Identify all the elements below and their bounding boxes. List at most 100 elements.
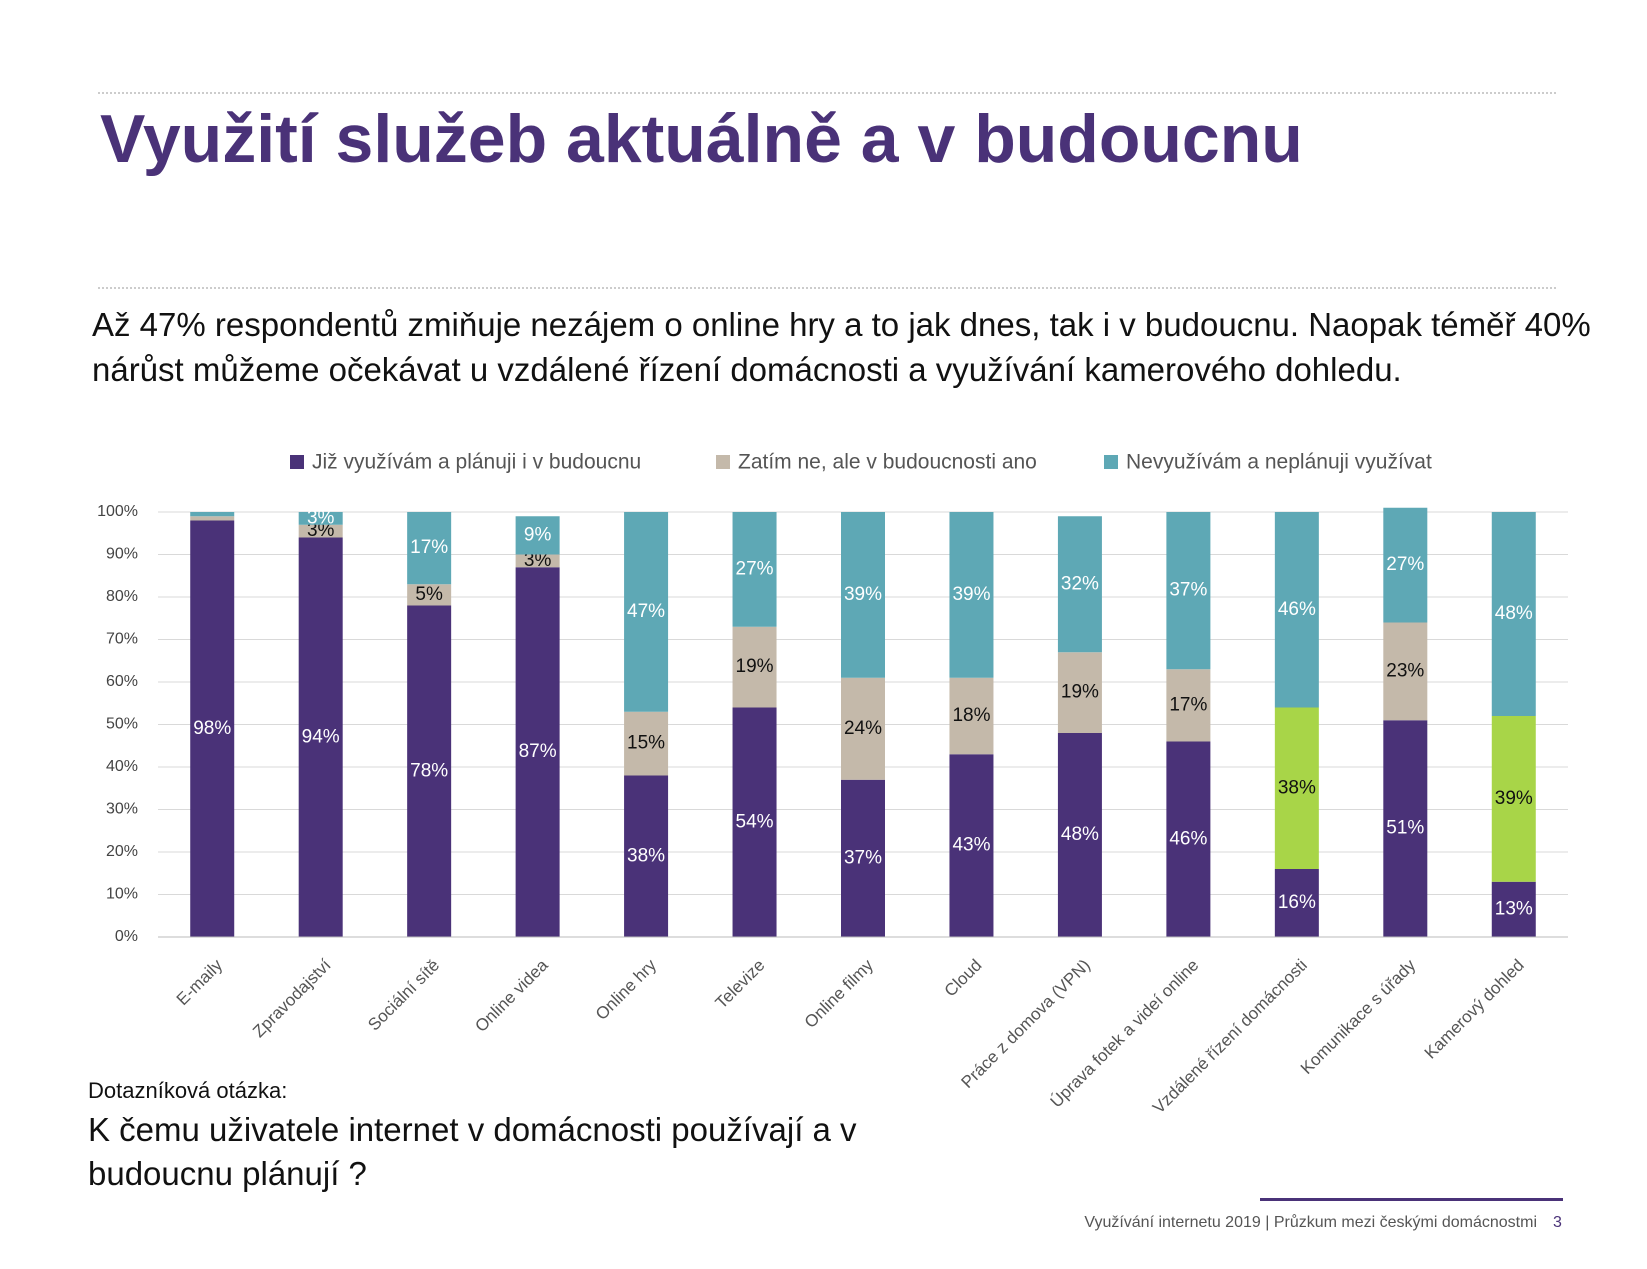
y-tick-label: 60%	[106, 673, 138, 690]
y-tick-label: 90%	[106, 546, 138, 563]
x-tick-label: Kamerový dohled	[1421, 956, 1528, 1063]
legend-swatch	[1104, 455, 1118, 469]
divider	[98, 92, 1556, 94]
bar-segment	[515, 554, 560, 568]
question-label: Dotazníková otázka:	[88, 1078, 288, 1103]
y-tick-label: 50%	[106, 716, 138, 733]
data-label: 3%	[307, 520, 335, 541]
x-tick-label: Online videa	[471, 955, 552, 1036]
data-label: 43%	[952, 835, 990, 856]
data-label: 54%	[736, 811, 774, 832]
data-label: 87%	[519, 741, 557, 762]
legend-swatch	[716, 455, 730, 469]
data-label: 19%	[736, 656, 774, 677]
data-label: 78%	[410, 760, 448, 781]
bar-segment	[190, 520, 235, 937]
bar-segment	[1491, 881, 1536, 937]
bar-segment	[1274, 512, 1319, 708]
bar-segment	[515, 516, 560, 555]
x-tick-label: Komunikace s úřady	[1297, 955, 1420, 1078]
data-label: 3%	[524, 550, 552, 571]
data-label: 39%	[844, 584, 882, 605]
slide-title: Využití služeb aktuálně a v budoucnu	[100, 101, 1303, 177]
legend-label: Nevyužívám a neplánuji využívat	[1126, 451, 1432, 474]
subtitle: Až 47% respondentů zmiňuje nezájem o onl…	[92, 306, 1591, 388]
bar-segment	[841, 512, 885, 678]
x-tick-label: Online hry	[592, 955, 661, 1024]
data-label: 39%	[952, 584, 990, 605]
bar-segment	[732, 707, 777, 937]
bar-segment	[949, 677, 994, 755]
bar-segment	[841, 677, 885, 780]
bar-segment	[1383, 507, 1428, 623]
bar-segment	[1383, 622, 1428, 721]
data-label: 37%	[844, 847, 882, 868]
x-tick-label: Sociální sítě	[364, 956, 443, 1035]
legend-label: Zatím ne, ale v budoucnosti ano	[738, 451, 1037, 474]
data-label: 18%	[952, 705, 990, 726]
data-label: 17%	[1169, 694, 1207, 715]
legend-swatch	[290, 455, 304, 469]
data-label: 32%	[1061, 573, 1099, 594]
data-label: 39%	[1495, 788, 1533, 809]
bar-segment	[949, 754, 994, 937]
data-label: 27%	[1386, 554, 1424, 575]
bar-segment	[1166, 741, 1211, 937]
y-tick-label: 10%	[106, 886, 138, 903]
footer: Využívání internetu 2019 | Průzkum mezi …	[1084, 1214, 1537, 1231]
bar-segment	[298, 524, 343, 538]
y-tick-label: 80%	[106, 588, 138, 605]
x-tick-label: E-maily	[173, 955, 227, 1009]
x-tick-label: Zpravodajství	[249, 955, 335, 1041]
data-label: 9%	[524, 524, 552, 545]
y-tick-label: 70%	[106, 631, 138, 648]
data-label: 3%	[307, 507, 335, 528]
bar-segment	[1057, 733, 1102, 937]
legend-label: Již využívám a plánuji i v budoucnu	[312, 451, 641, 474]
bar-segment	[1057, 516, 1102, 653]
bar-segment	[190, 512, 235, 517]
data-label: 48%	[1495, 603, 1533, 624]
data-label: 15%	[627, 733, 665, 754]
bar-segment	[515, 567, 560, 937]
footer-rule	[1260, 1198, 1563, 1201]
bar-segment	[732, 512, 777, 627]
data-label: 5%	[415, 584, 443, 605]
data-label: 47%	[627, 601, 665, 622]
bar-segment	[1491, 716, 1536, 882]
bar-segment	[841, 779, 885, 937]
y-tick-label: 40%	[106, 758, 138, 775]
data-label: 37%	[1169, 580, 1207, 601]
x-tick-label: Online filmy	[801, 955, 878, 1032]
bar-segment	[298, 512, 343, 525]
data-label: 23%	[1386, 660, 1424, 681]
x-tick-label: Cloud	[941, 956, 986, 1001]
bar-segment	[190, 516, 235, 521]
divider	[98, 287, 1556, 289]
question: K čemu uživatele internet v domácnosti p…	[88, 1111, 857, 1192]
bar-segment	[1383, 720, 1428, 937]
x-tick-label: Televize	[712, 956, 769, 1013]
bar-segment	[1057, 652, 1102, 733]
bar-segment	[1166, 512, 1211, 670]
bar-segment	[732, 626, 777, 708]
bar-segment	[624, 711, 669, 776]
bar-segment	[624, 775, 669, 937]
data-label: 48%	[1061, 824, 1099, 845]
bar-segment	[407, 512, 452, 585]
bar-segment	[1491, 512, 1536, 716]
data-label: 19%	[1061, 682, 1099, 703]
bar-segment	[1274, 707, 1319, 869]
data-label: 24%	[844, 718, 882, 739]
bar-segment	[624, 512, 669, 712]
data-label: 38%	[1278, 777, 1316, 798]
data-label: 17%	[410, 537, 448, 558]
bar-segment	[407, 605, 452, 937]
bar-segment	[949, 512, 994, 678]
data-label: 51%	[1386, 818, 1424, 839]
data-label: 98%	[193, 718, 231, 739]
bar-segment	[1166, 669, 1211, 742]
y-tick-label: 30%	[106, 801, 138, 818]
